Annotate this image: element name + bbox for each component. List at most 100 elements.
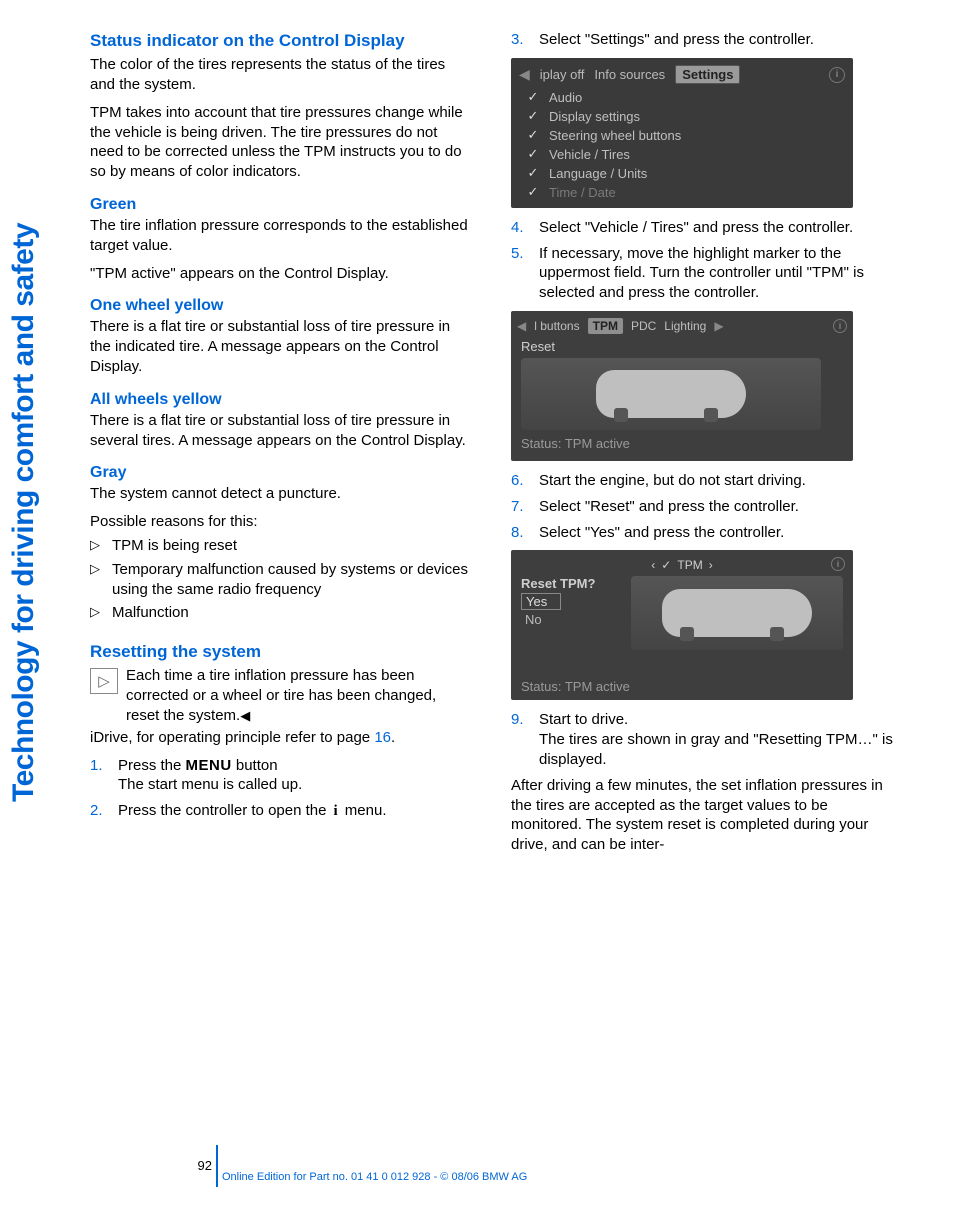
step-number: 5.	[511, 244, 524, 264]
check-icon: ✓	[525, 146, 541, 162]
screenshot-settings-menu: ◀ iplay off Info sources Settings i ✓Aud…	[511, 58, 853, 208]
menu-row: ✓ Language / Units	[525, 165, 839, 181]
para: The color of the tires represents the st…	[90, 55, 473, 95]
text: menu.	[341, 802, 387, 819]
heading-gray: Gray	[90, 464, 473, 482]
list-item: TPM is being reset	[90, 536, 473, 556]
heading-resetting: Resetting the system	[90, 641, 473, 662]
note-body: Each time a tire inflation pressure has …	[126, 667, 436, 724]
right-arrow-icon: ▶	[714, 319, 723, 333]
text: Select "Reset" and press the controller.	[539, 498, 799, 515]
para-idrive: iDrive, for operating principle refer to…	[90, 728, 473, 748]
option-no: No	[521, 612, 561, 627]
step-number: 4.	[511, 218, 524, 238]
menu-row: ✓ Time / Date	[525, 184, 839, 200]
text: Select "Vehicle / Tires" and press the c…	[539, 219, 853, 236]
para: Possible reasons for this:	[90, 512, 473, 532]
text: Select "Yes" and press the controller.	[539, 524, 784, 541]
step-6: 6. Start the engine, but do not start dri…	[511, 471, 894, 491]
screenshot-tabs: ◀ l buttons TPM PDC Lighting ▶ i	[517, 315, 847, 337]
i-menu-icon: i	[331, 812, 341, 822]
confirm-question: Reset TPM?	[521, 576, 631, 591]
tab-label: iplay off	[540, 67, 585, 82]
tab-label: Lighting	[664, 319, 706, 333]
text: Select "Settings" and press the controll…	[539, 31, 814, 48]
menu-label: Vehicle / Tires	[549, 147, 630, 162]
note-block: ▷ Each time a tire inflation pressure ha…	[90, 666, 473, 725]
left-column: Status indicator on the Control Display …	[90, 30, 473, 863]
para-after: After driving a few minutes, the set inf…	[511, 776, 894, 855]
steps-6-8: 6. Start the engine, but do not start dri…	[511, 471, 894, 542]
page-number-divider	[216, 1145, 218, 1187]
step-1: 1. Press the MENU button The start menu …	[90, 756, 473, 796]
menu-label: Display settings	[549, 109, 640, 124]
para: There is a flat tire or substantial loss…	[90, 317, 473, 376]
check-icon: ✓	[525, 165, 541, 181]
text: .	[391, 729, 395, 746]
text: Start to drive.	[539, 711, 628, 728]
gray-reasons-list: TPM is being reset Temporary malfunction…	[90, 536, 473, 623]
status-label: Status: TPM active	[521, 679, 630, 694]
para: The system cannot detect a puncture.	[90, 484, 473, 504]
menu-row: ✓Audio	[525, 89, 839, 105]
text: The tires are shown in gray and "Resetti…	[539, 731, 893, 768]
check-icon: ✓	[525, 184, 541, 200]
menu-row: ✓Steering wheel buttons	[525, 127, 839, 143]
step-3: 3. Select "Settings" and press the contr…	[511, 30, 894, 50]
text: iDrive, for operating principle refer to…	[90, 729, 374, 746]
step-number: 7.	[511, 497, 524, 517]
check-icon: ✓	[661, 558, 671, 572]
menu-button-label: MENU	[186, 757, 232, 774]
menu-label: Language / Units	[549, 166, 647, 181]
page-content: Status indicator on the Control Display …	[90, 30, 894, 863]
sidebar-title: Technology for driving comfort and safet…	[0, 42, 48, 802]
step-number: 2.	[90, 801, 103, 821]
screenshot-reset-confirm: ‹ ✓ TPM › i Reset TPM? Yes No Status: TP…	[511, 550, 853, 700]
info-icon: i	[829, 67, 845, 83]
right-arrow-icon: ›	[709, 558, 713, 572]
heading-status-indicator: Status indicator on the Control Display	[90, 30, 473, 51]
tab-label: Info sources	[594, 67, 665, 82]
screenshot-body: Reset Status: TPM active	[521, 339, 843, 455]
text: button	[232, 757, 278, 774]
text: The start menu is called up.	[118, 776, 302, 793]
step-9: 9. Start to drive. The tires are shown i…	[511, 710, 894, 769]
status-label: Status: TPM active	[521, 436, 843, 451]
text: Start the engine, but do not start drivi…	[539, 472, 806, 489]
tab-label: l buttons	[534, 319, 579, 333]
menu-label: Time / Date	[549, 185, 616, 200]
menu-row: ✓ Display settings	[525, 108, 839, 124]
step-number: 9.	[511, 710, 524, 730]
reset-steps-left: 1. Press the MENU button The start menu …	[90, 756, 473, 822]
check-icon: ✓	[525, 127, 541, 143]
para: "TPM active" appears on the Control Disp…	[90, 264, 473, 284]
step-number: 3.	[511, 30, 524, 50]
reset-label: Reset	[521, 339, 843, 354]
heading-one-wheel: One wheel yellow	[90, 297, 473, 315]
note-icon: ▷	[90, 668, 118, 694]
text: Press the controller to open the	[118, 802, 331, 819]
step-8: 8.Select "Yes" and press the controller.	[511, 523, 894, 543]
page-link[interactable]: 16	[374, 729, 391, 746]
para: TPM takes into account that tire pressur…	[90, 103, 473, 182]
check-icon: ✓	[525, 89, 541, 105]
screenshot-header: ‹ ✓ TPM › i	[511, 554, 853, 576]
heading-all-wheels: All wheels yellow	[90, 391, 473, 409]
screenshot-body: Reset TPM? Yes No	[521, 576, 843, 694]
left-arrow-icon: ‹	[651, 558, 655, 572]
footer-text: Online Edition for Part no. 01 41 0 012 …	[222, 1171, 527, 1183]
step-5: 5. If necessary, move the highlight mark…	[511, 244, 894, 303]
steps-4-5: 4. Select "Vehicle / Tires" and press th…	[511, 218, 894, 303]
right-column: 3. Select "Settings" and press the contr…	[511, 30, 894, 863]
menu-row: ✓ Vehicle / Tires	[525, 146, 839, 162]
step-number: 6.	[511, 471, 524, 491]
confirm-panel: Reset TPM? Yes No	[521, 576, 631, 694]
car-graphic	[521, 358, 821, 430]
step-number: 1.	[90, 756, 103, 776]
car-icon	[662, 589, 812, 637]
check-icon: ✓	[525, 108, 541, 124]
sidebar-tab: Technology for driving comfort and safet…	[0, 20, 48, 780]
info-icon: i	[831, 557, 845, 571]
tab-selected: Settings	[675, 65, 740, 84]
page-number: 92	[188, 1158, 212, 1173]
